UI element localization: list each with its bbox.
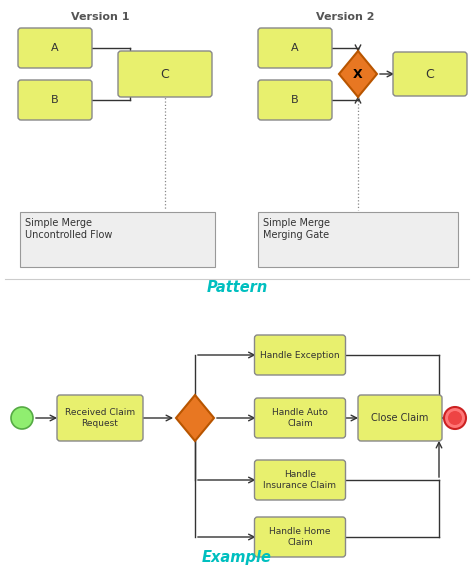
Circle shape (11, 407, 33, 429)
Text: X: X (353, 68, 363, 80)
Text: Received Claim
Request: Received Claim Request (65, 408, 135, 428)
FancyBboxPatch shape (18, 28, 92, 68)
Text: Example: Example (202, 550, 272, 565)
FancyBboxPatch shape (255, 460, 346, 500)
FancyBboxPatch shape (118, 51, 212, 97)
FancyBboxPatch shape (20, 212, 215, 267)
Text: C: C (426, 68, 434, 80)
Circle shape (444, 407, 466, 429)
Polygon shape (176, 395, 214, 441)
Circle shape (448, 411, 462, 425)
Text: Simple Merge
Uncontrolled Flow: Simple Merge Uncontrolled Flow (25, 218, 112, 240)
Polygon shape (339, 51, 377, 97)
Text: Handle
Insurance Claim: Handle Insurance Claim (264, 470, 337, 490)
FancyBboxPatch shape (258, 80, 332, 120)
Text: B: B (291, 95, 299, 105)
Text: Version 1: Version 1 (71, 12, 129, 22)
Text: Version 2: Version 2 (316, 12, 374, 22)
FancyBboxPatch shape (258, 212, 458, 267)
FancyBboxPatch shape (255, 398, 346, 438)
FancyBboxPatch shape (18, 80, 92, 120)
Text: B: B (51, 95, 59, 105)
FancyBboxPatch shape (258, 28, 332, 68)
FancyBboxPatch shape (255, 335, 346, 375)
Text: Handle Home
Claim: Handle Home Claim (269, 527, 331, 547)
Text: Pattern: Pattern (206, 280, 268, 295)
FancyBboxPatch shape (57, 395, 143, 441)
Text: Close Claim: Close Claim (371, 413, 428, 423)
Text: Simple Merge
Merging Gate: Simple Merge Merging Gate (263, 218, 330, 240)
Text: A: A (51, 43, 59, 53)
FancyBboxPatch shape (393, 52, 467, 96)
FancyBboxPatch shape (255, 517, 346, 557)
FancyBboxPatch shape (358, 395, 442, 441)
Text: Handle Auto
Claim: Handle Auto Claim (272, 408, 328, 428)
Text: Handle Exception: Handle Exception (260, 350, 340, 360)
Text: C: C (161, 68, 169, 80)
Text: A: A (291, 43, 299, 53)
